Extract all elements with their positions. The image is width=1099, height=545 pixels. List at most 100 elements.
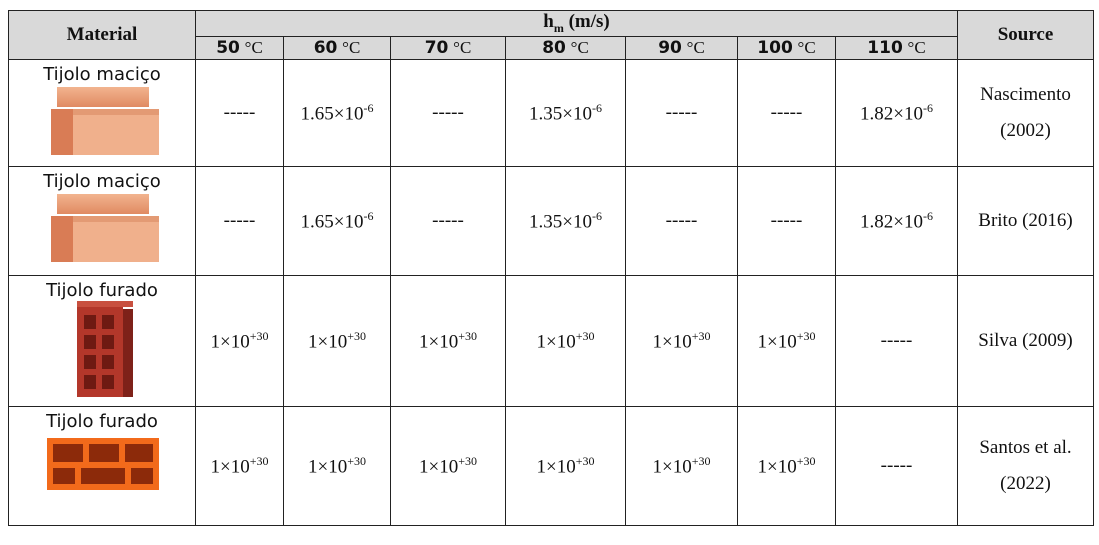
value-cell: 1.65×10-6: [284, 166, 391, 275]
temperature-value: 80: [542, 38, 566, 58]
value-cell: -----: [836, 406, 958, 525]
value-cell: -----: [196, 59, 284, 166]
material-name: Tijolo maciço: [11, 64, 193, 85]
page: Material hm (m/s) Source 50 °C60 °C70 °C…: [0, 0, 1099, 545]
symbol: h: [543, 11, 554, 32]
value-cell: -----: [738, 166, 836, 275]
temperature-unit: °C: [571, 38, 589, 57]
temperature-value: 70: [425, 38, 449, 58]
temperature-header: 60 °C: [284, 36, 391, 59]
temperature-unit: °C: [453, 38, 471, 57]
brick-icon: [37, 432, 167, 492]
temperature-value: 110: [867, 38, 903, 58]
source-cell: Silva (2009): [958, 275, 1094, 406]
value-cell: 1×10+30: [506, 406, 626, 525]
value-exponent: +30: [347, 454, 366, 468]
material-cell: Tijolo furado: [9, 275, 196, 406]
unit: (m/s): [569, 11, 610, 32]
value-exponent: -6: [923, 101, 933, 115]
value-base: 1.82×10: [860, 103, 923, 124]
value-exponent: -6: [592, 209, 602, 223]
value-exponent: -6: [592, 101, 602, 115]
temperature-header: 110 °C: [836, 36, 958, 59]
value-base: 1×10: [308, 456, 347, 477]
temperature-header: 50 °C: [196, 36, 284, 59]
value-base: 1×10: [211, 331, 250, 352]
subscript: m: [554, 21, 564, 35]
temperature-header: 70 °C: [391, 36, 506, 59]
material-name: Tijolo furado: [11, 411, 193, 432]
material-name: Tijolo maciço: [11, 171, 193, 192]
temperature-unit: °C: [245, 38, 263, 57]
value-exponent: +30: [797, 454, 816, 468]
temperature-unit: °C: [687, 38, 705, 57]
value-exponent: +30: [692, 329, 711, 343]
source-cell: Santos et al. (2022): [958, 406, 1094, 525]
temperature-unit: °C: [798, 38, 816, 57]
value-cell: 1.35×10-6: [506, 166, 626, 275]
value-base: 1×10: [308, 331, 347, 352]
value-cell: 1.82×10-6: [836, 166, 958, 275]
value-base: 1×10: [537, 331, 576, 352]
temperature-unit: °C: [908, 38, 926, 57]
value-exponent: -6: [363, 101, 373, 115]
temperature-header: 100 °C: [738, 36, 836, 59]
table-row: Tijolo maciço-----1.65×10-6-----1.35×10-…: [9, 166, 1094, 275]
value-base: 1×10: [758, 456, 797, 477]
temperature-header: 80 °C: [506, 36, 626, 59]
value-exponent: +30: [458, 329, 477, 343]
temperature-value: 50: [216, 38, 240, 58]
header-group: hm (m/s): [196, 11, 958, 37]
value-base: 1×10: [419, 456, 458, 477]
value-exponent: +30: [458, 454, 477, 468]
value-base: 1×10: [653, 331, 692, 352]
temperature-unit: °C: [342, 38, 360, 57]
material-name: Tijolo furado: [11, 280, 193, 301]
value-exponent: +30: [797, 329, 816, 343]
value-cell: -----: [626, 59, 738, 166]
value-cell: -----: [836, 275, 958, 406]
value-exponent: +30: [250, 454, 269, 468]
value-exponent: +30: [347, 329, 366, 343]
value-cell: -----: [391, 59, 506, 166]
temperature-value: 60: [314, 38, 338, 58]
value-cell: 1×10+30: [738, 406, 836, 525]
material-cell: Tijolo maciço: [9, 166, 196, 275]
value-cell: 1×10+30: [391, 406, 506, 525]
value-exponent: +30: [576, 329, 595, 343]
value-exponent: -6: [923, 209, 933, 223]
material-cell: Tijolo furado: [9, 406, 196, 525]
value-exponent: +30: [250, 329, 269, 343]
value-cell: 1×10+30: [391, 275, 506, 406]
value-cell: 1×10+30: [284, 406, 391, 525]
value-base: 1.65×10: [301, 103, 364, 124]
value-exponent: +30: [576, 454, 595, 468]
value-base: 1.82×10: [860, 211, 923, 232]
value-cell: 1.65×10-6: [284, 59, 391, 166]
value-base: 1.35×10: [529, 103, 592, 124]
value-base: 1×10: [537, 456, 576, 477]
brick-icon: [37, 301, 167, 401]
value-exponent: +30: [692, 454, 711, 468]
temperature-value: 100: [757, 38, 793, 58]
value-cell: 1×10+30: [196, 406, 284, 525]
header-material: Material: [9, 11, 196, 60]
value-cell: 1×10+30: [738, 275, 836, 406]
value-cell: 1×10+30: [506, 275, 626, 406]
value-cell: 1.35×10-6: [506, 59, 626, 166]
value-base: 1×10: [211, 456, 250, 477]
header-source: Source: [958, 11, 1094, 60]
table-row: Tijolo maciço-----1.65×10-6-----1.35×10-…: [9, 59, 1094, 166]
temperature-value: 90: [658, 38, 682, 58]
value-cell: 1×10+30: [626, 275, 738, 406]
material-cell: Tijolo maciço: [9, 59, 196, 166]
value-cell: -----: [391, 166, 506, 275]
temperature-header: 90 °C: [626, 36, 738, 59]
value-cell: 1×10+30: [284, 275, 391, 406]
value-base: 1.65×10: [301, 211, 364, 232]
source-cell: Nascimento (2002): [958, 59, 1094, 166]
brick-icon: [37, 192, 167, 264]
